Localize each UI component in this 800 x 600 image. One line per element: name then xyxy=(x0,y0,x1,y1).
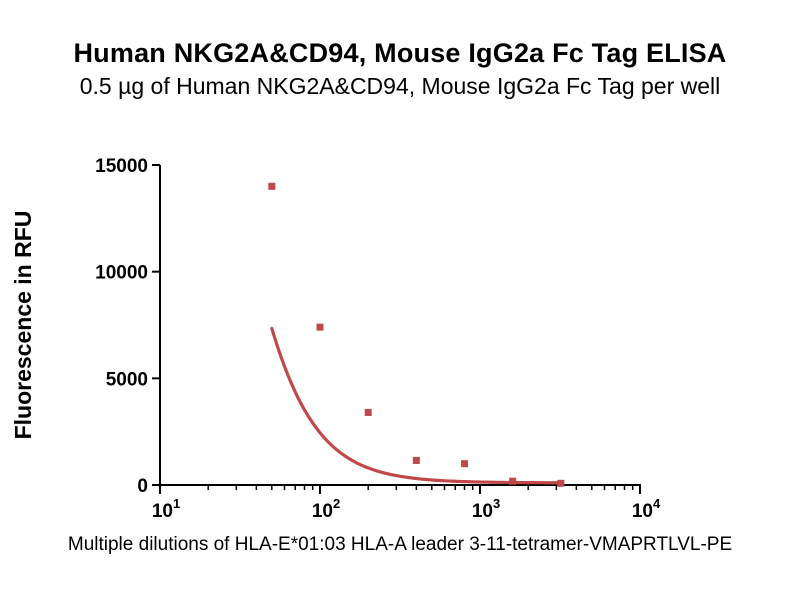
data-point xyxy=(509,477,517,485)
x-tick-label: 103 xyxy=(472,496,500,522)
data-point xyxy=(557,479,565,487)
x-axis-label: Multiple dilutions of HLA-E*01:03 HLA-A … xyxy=(67,534,733,555)
data-point xyxy=(460,460,468,468)
y-tick-label: 15000 xyxy=(95,156,148,177)
y-tick-label: 10000 xyxy=(95,263,148,284)
data-point xyxy=(268,182,276,190)
chart-subtitle: 0.5 µg of Human NKG2A&CD94, Mouse IgG2a … xyxy=(79,73,721,99)
data-point xyxy=(412,456,420,464)
y-tick-label: 5000 xyxy=(106,369,148,390)
x-tick-label: 102 xyxy=(312,496,340,522)
data-point xyxy=(364,408,372,416)
x-tick-label: 104 xyxy=(632,496,661,522)
y-tick-label: 0 xyxy=(137,476,148,497)
data-point xyxy=(316,323,324,331)
chart-title: Human NKG2A&CD94, Mouse IgG2a Fc Tag ELI… xyxy=(73,38,727,68)
x-tick-label: 101 xyxy=(152,496,180,522)
